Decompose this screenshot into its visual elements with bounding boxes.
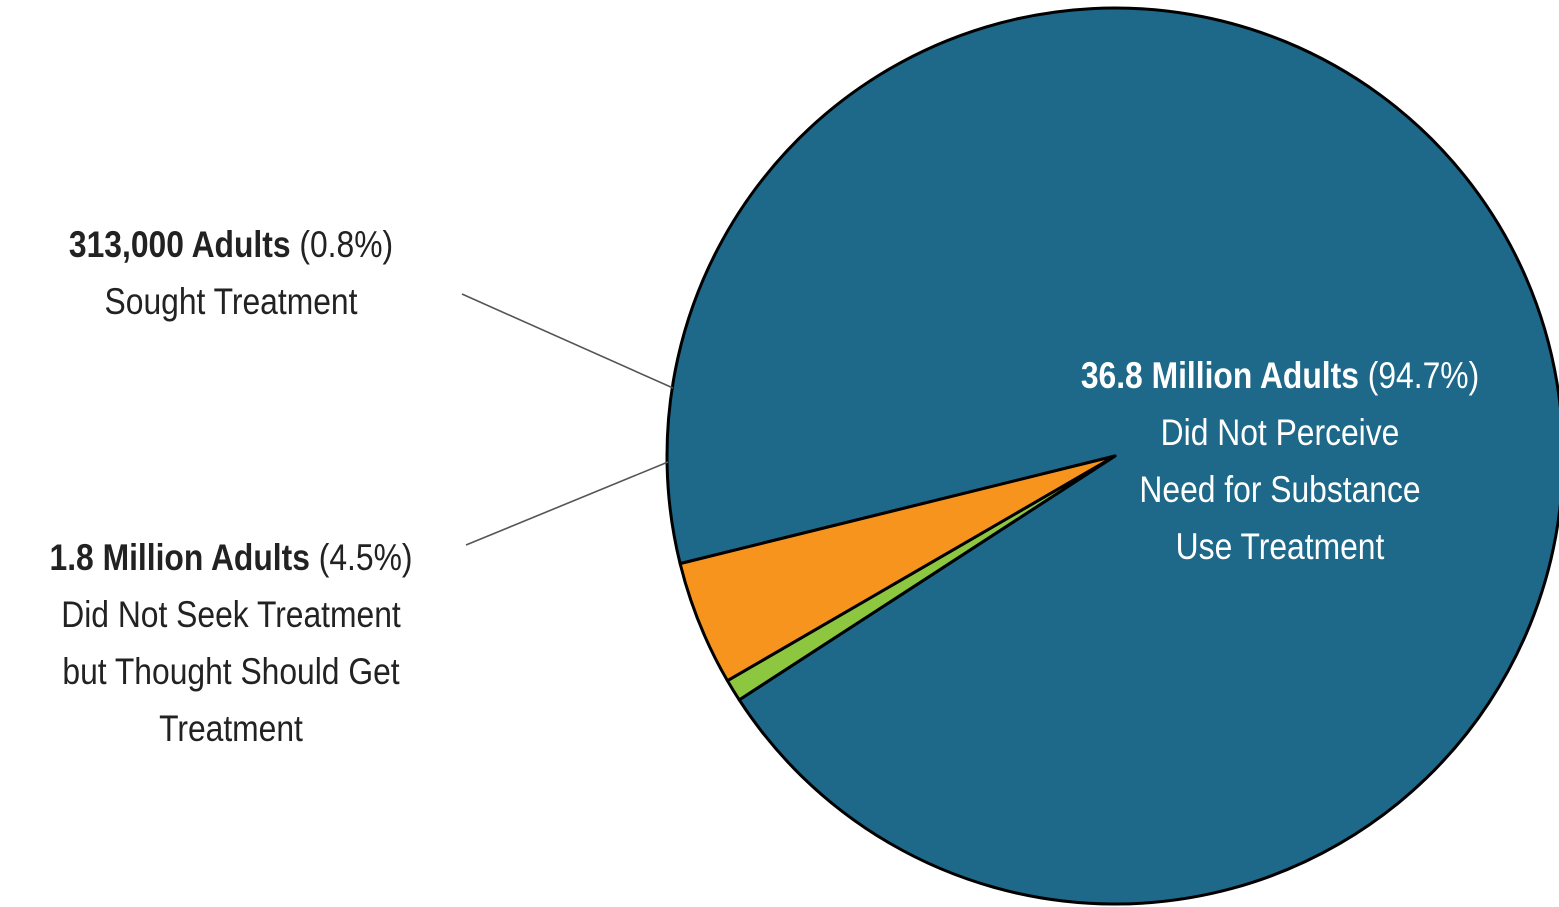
slice-label-did-not-perceive-line-3: Use Treatment (1176, 527, 1385, 568)
slice-label-did-not-perceive-value: 36.8 Million Adults (1081, 356, 1359, 397)
slice-label-sought-treatment-percent: (0.8%) (299, 225, 393, 266)
slice-label-did-not-seek-line-2: but Thought Should Get (62, 652, 400, 693)
slice-label-did-not-seek-percent: (4.5%) (319, 538, 413, 579)
leader-line-did-not-seek (465, 461, 669, 546)
pie-slices (665, 6, 1559, 906)
slice-label-sought-treatment-title: 313,000 Adults (0.8%) (69, 225, 393, 266)
slice-label-did-not-seek-line-1: Did Not Seek Treatment (61, 595, 401, 636)
slice-label-sought-treatment-line-1: Sought Treatment (105, 282, 358, 323)
slice-label-did-not-perceive-percent: (94.7%) (1368, 356, 1479, 397)
slice-label-did-not-perceive: 36.8 Million Adults (94.7%) Did Not Perc… (1081, 356, 1479, 568)
slice-label-did-not-perceive-title: 36.8 Million Adults (94.7%) (1081, 356, 1479, 397)
slice-label-did-not-seek-value: 1.8 Million Adults (50, 538, 310, 579)
slice-label-did-not-seek-line-3: Treatment (159, 709, 303, 750)
pie-slice-did-not-seek (678, 454, 1117, 683)
slice-label-did-not-perceive-line-1: Did Not Perceive (1161, 413, 1400, 454)
slice-label-sought-treatment: 313,000 Adults (0.8%) Sought Treatment (69, 225, 393, 323)
slice-label-did-not-perceive-line-2: Need for Substance (1139, 470, 1420, 511)
leader-line-sought (461, 293, 674, 389)
slice-label-did-not-seek: 1.8 Million Adults (4.5%) Did Not Seek T… (50, 538, 413, 750)
slice-label-sought-treatment-value: 313,000 Adults (69, 225, 291, 266)
slice-label-did-not-seek-title: 1.8 Million Adults (4.5%) (50, 538, 413, 579)
